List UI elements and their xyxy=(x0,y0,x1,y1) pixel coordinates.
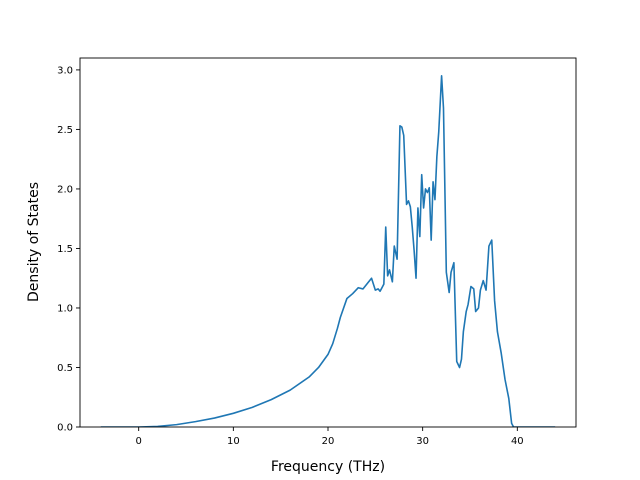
series-line-0 xyxy=(100,75,556,427)
x-tick-label: 30 xyxy=(416,436,429,447)
y-tick-label: 0.0 xyxy=(57,423,73,434)
x-axis-label: Frequency (THz) xyxy=(271,459,385,475)
plot-area xyxy=(100,75,556,427)
x-tick-label: 0 xyxy=(135,436,141,447)
x-tick-label: 10 xyxy=(227,436,240,447)
x-tick-label: 20 xyxy=(322,436,335,447)
y-tick-label: 2.0 xyxy=(57,184,73,195)
axes: 0 10 20 30 40 0.0 0.5 1.0 1.5 2.0 2.5 3.0 xyxy=(57,57,577,447)
y-tick-label: 3.0 xyxy=(57,65,73,76)
y-tick-label: 2.5 xyxy=(57,125,73,136)
y-tick-label: 1.5 xyxy=(57,244,73,255)
plot-frame xyxy=(79,57,577,428)
x-tick-label: 40 xyxy=(511,436,524,447)
y-axis-label: Density of States xyxy=(26,182,42,302)
y-tick-label: 0.5 xyxy=(57,363,73,374)
y-tick-label: 1.0 xyxy=(57,303,73,314)
